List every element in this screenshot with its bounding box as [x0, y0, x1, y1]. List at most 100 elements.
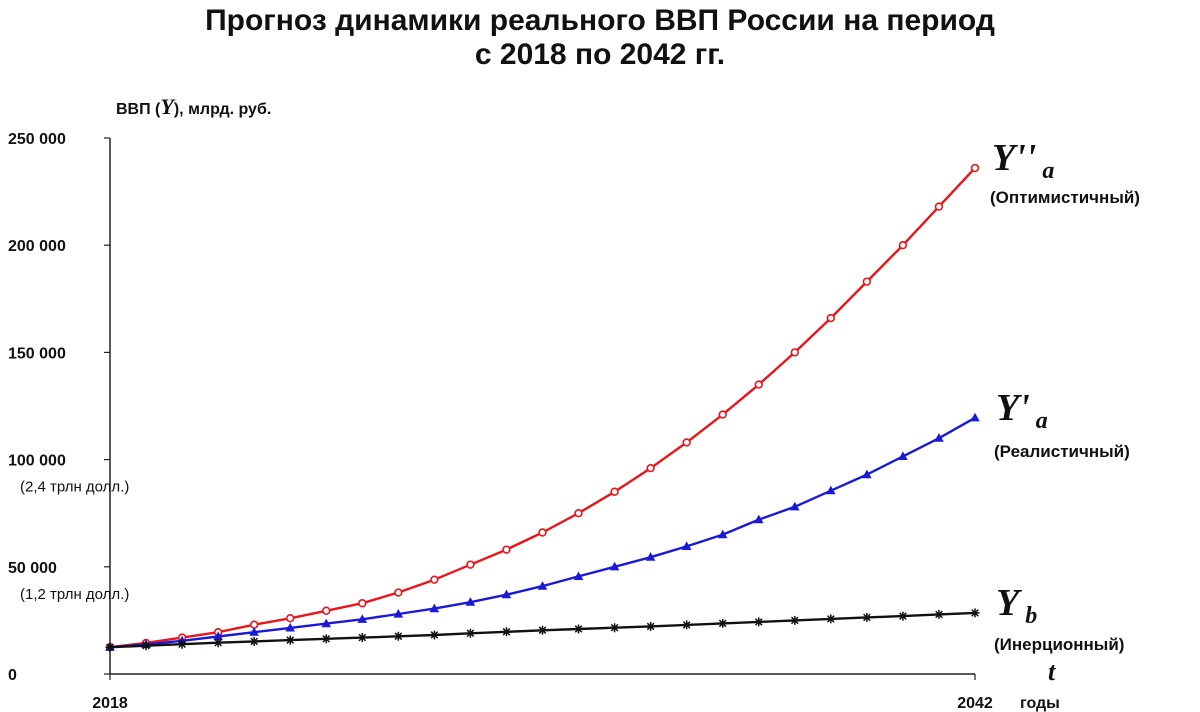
asterisk-marker [682, 620, 692, 630]
asterisk-marker [321, 634, 331, 644]
asterisk-marker [538, 625, 547, 635]
asterisk-marker [898, 611, 908, 621]
series-symbol: Y [996, 582, 1023, 624]
triangle-marker [573, 571, 584, 581]
asterisk-marker [105, 642, 115, 652]
triangle-marker [465, 597, 476, 606]
circle-marker [286, 614, 295, 623]
triangle-marker [645, 552, 656, 561]
series-layer [105, 163, 980, 652]
triangle-marker [429, 603, 440, 613]
series-subscript: a [1036, 408, 1048, 434]
triangle-marker [753, 514, 764, 524]
circle-marker [430, 575, 439, 584]
circle-marker [466, 560, 475, 569]
series-subscript: a [1042, 158, 1054, 184]
series-0 [105, 163, 980, 652]
x-tick-label: 2018 [92, 695, 128, 712]
asterisk-marker [429, 630, 439, 640]
circle-marker [249, 620, 259, 629]
asterisk-marker [574, 624, 584, 634]
y-tick-label: 0 [8, 667, 17, 684]
x-axis-label: годы [1020, 695, 1060, 712]
asterisk-marker [501, 627, 511, 637]
triangle-marker [393, 608, 404, 618]
asterisk-marker [754, 617, 764, 627]
triangle-marker [249, 627, 259, 636]
asterisk-marker [610, 623, 620, 633]
circle-marker [862, 277, 872, 286]
series-name-1: (Реалистичный) [994, 442, 1130, 461]
series-symbol: Y'' [992, 137, 1036, 179]
series-label-1: Y' a [996, 387, 1048, 434]
triangle-marker [862, 469, 872, 479]
series-name-2: (Инерционный) [994, 635, 1124, 654]
chart-title-line2: с 2018 по 2042 гг. [474, 38, 726, 71]
asterisk-marker [718, 618, 728, 628]
asterisk-marker [285, 635, 295, 645]
y-ticks: 0 50 000 (1,2 трлн долл.) 100 000 (2,4 трлн … [8, 131, 129, 684]
circle-marker [898, 241, 908, 250]
x-ticks: 2018 2042 [92, 674, 993, 712]
axes [109, 138, 975, 675]
asterisk-marker [826, 614, 836, 624]
y-axis-label: ВВП (Y), млрд. руб. [116, 94, 271, 119]
circle-marker [970, 163, 980, 173]
y-tick-note: (2,4 трлн долл.) [20, 479, 129, 496]
asterisk-marker [141, 641, 151, 651]
circle-marker [790, 348, 799, 357]
circle-marker [538, 528, 547, 537]
triangle-marker [501, 589, 512, 599]
series-line [109, 167, 976, 649]
series-subscript: b [1025, 603, 1037, 629]
circle-marker [502, 545, 511, 554]
circle-marker [682, 438, 691, 447]
circle-marker [754, 380, 763, 389]
circle-marker [358, 599, 367, 608]
chart-title-line1: Прогноз динамики реального ВВП России на… [205, 4, 995, 37]
triangle-marker [681, 541, 692, 551]
circle-marker [718, 410, 727, 419]
x-axis-symbol: t [1048, 657, 1056, 686]
triangle-marker [537, 581, 548, 590]
triangle-marker [285, 622, 296, 632]
asterisk-marker [249, 636, 259, 646]
chart-title: Прогноз динамики реального ВВП России на… [0, 4, 1200, 72]
asterisk-marker [393, 631, 403, 641]
triangle-marker [934, 433, 944, 442]
series-symbol: Y' [996, 387, 1030, 429]
series-labels: Y'' a(Оптимистичный)Y' a(Реалистичный)Y b(И… [990, 137, 1140, 654]
series-1 [105, 412, 980, 651]
circle-marker [934, 202, 944, 211]
y-tick-note: (1,2 трлн долл.) [20, 586, 129, 603]
y-axis-label-prefix: ВВП ( [116, 101, 161, 118]
triangle-marker [970, 412, 980, 422]
circle-marker [322, 606, 331, 615]
asterisk-marker [790, 615, 800, 625]
asterisk-marker [213, 638, 223, 648]
asterisk-marker [970, 608, 980, 618]
triangle-marker [789, 501, 800, 511]
y-axis-label-suffix: ), млрд. руб. [174, 101, 271, 118]
triangle-marker [717, 529, 728, 539]
triangle-marker [213, 631, 223, 641]
asterisk-marker [177, 639, 187, 649]
y-tick-label: 250 000 [8, 131, 66, 148]
triangle-marker [357, 614, 368, 623]
triangle-marker [609, 561, 620, 571]
series-2 [105, 608, 980, 652]
triangle-marker [826, 485, 836, 495]
circle-marker [574, 509, 583, 518]
y-tick-label: 200 000 [8, 238, 66, 255]
circle-marker [610, 487, 619, 496]
series-name-0: (Оптимистичный) [990, 188, 1140, 207]
y-tick-label: 50 000 [8, 560, 57, 577]
asterisk-marker [862, 612, 872, 622]
y-tick-label: 100 000 [8, 453, 66, 470]
x-tick-label: 2042 [957, 695, 993, 712]
triangle-marker [321, 618, 332, 628]
asterisk-marker [465, 628, 475, 638]
circle-marker [826, 313, 836, 323]
